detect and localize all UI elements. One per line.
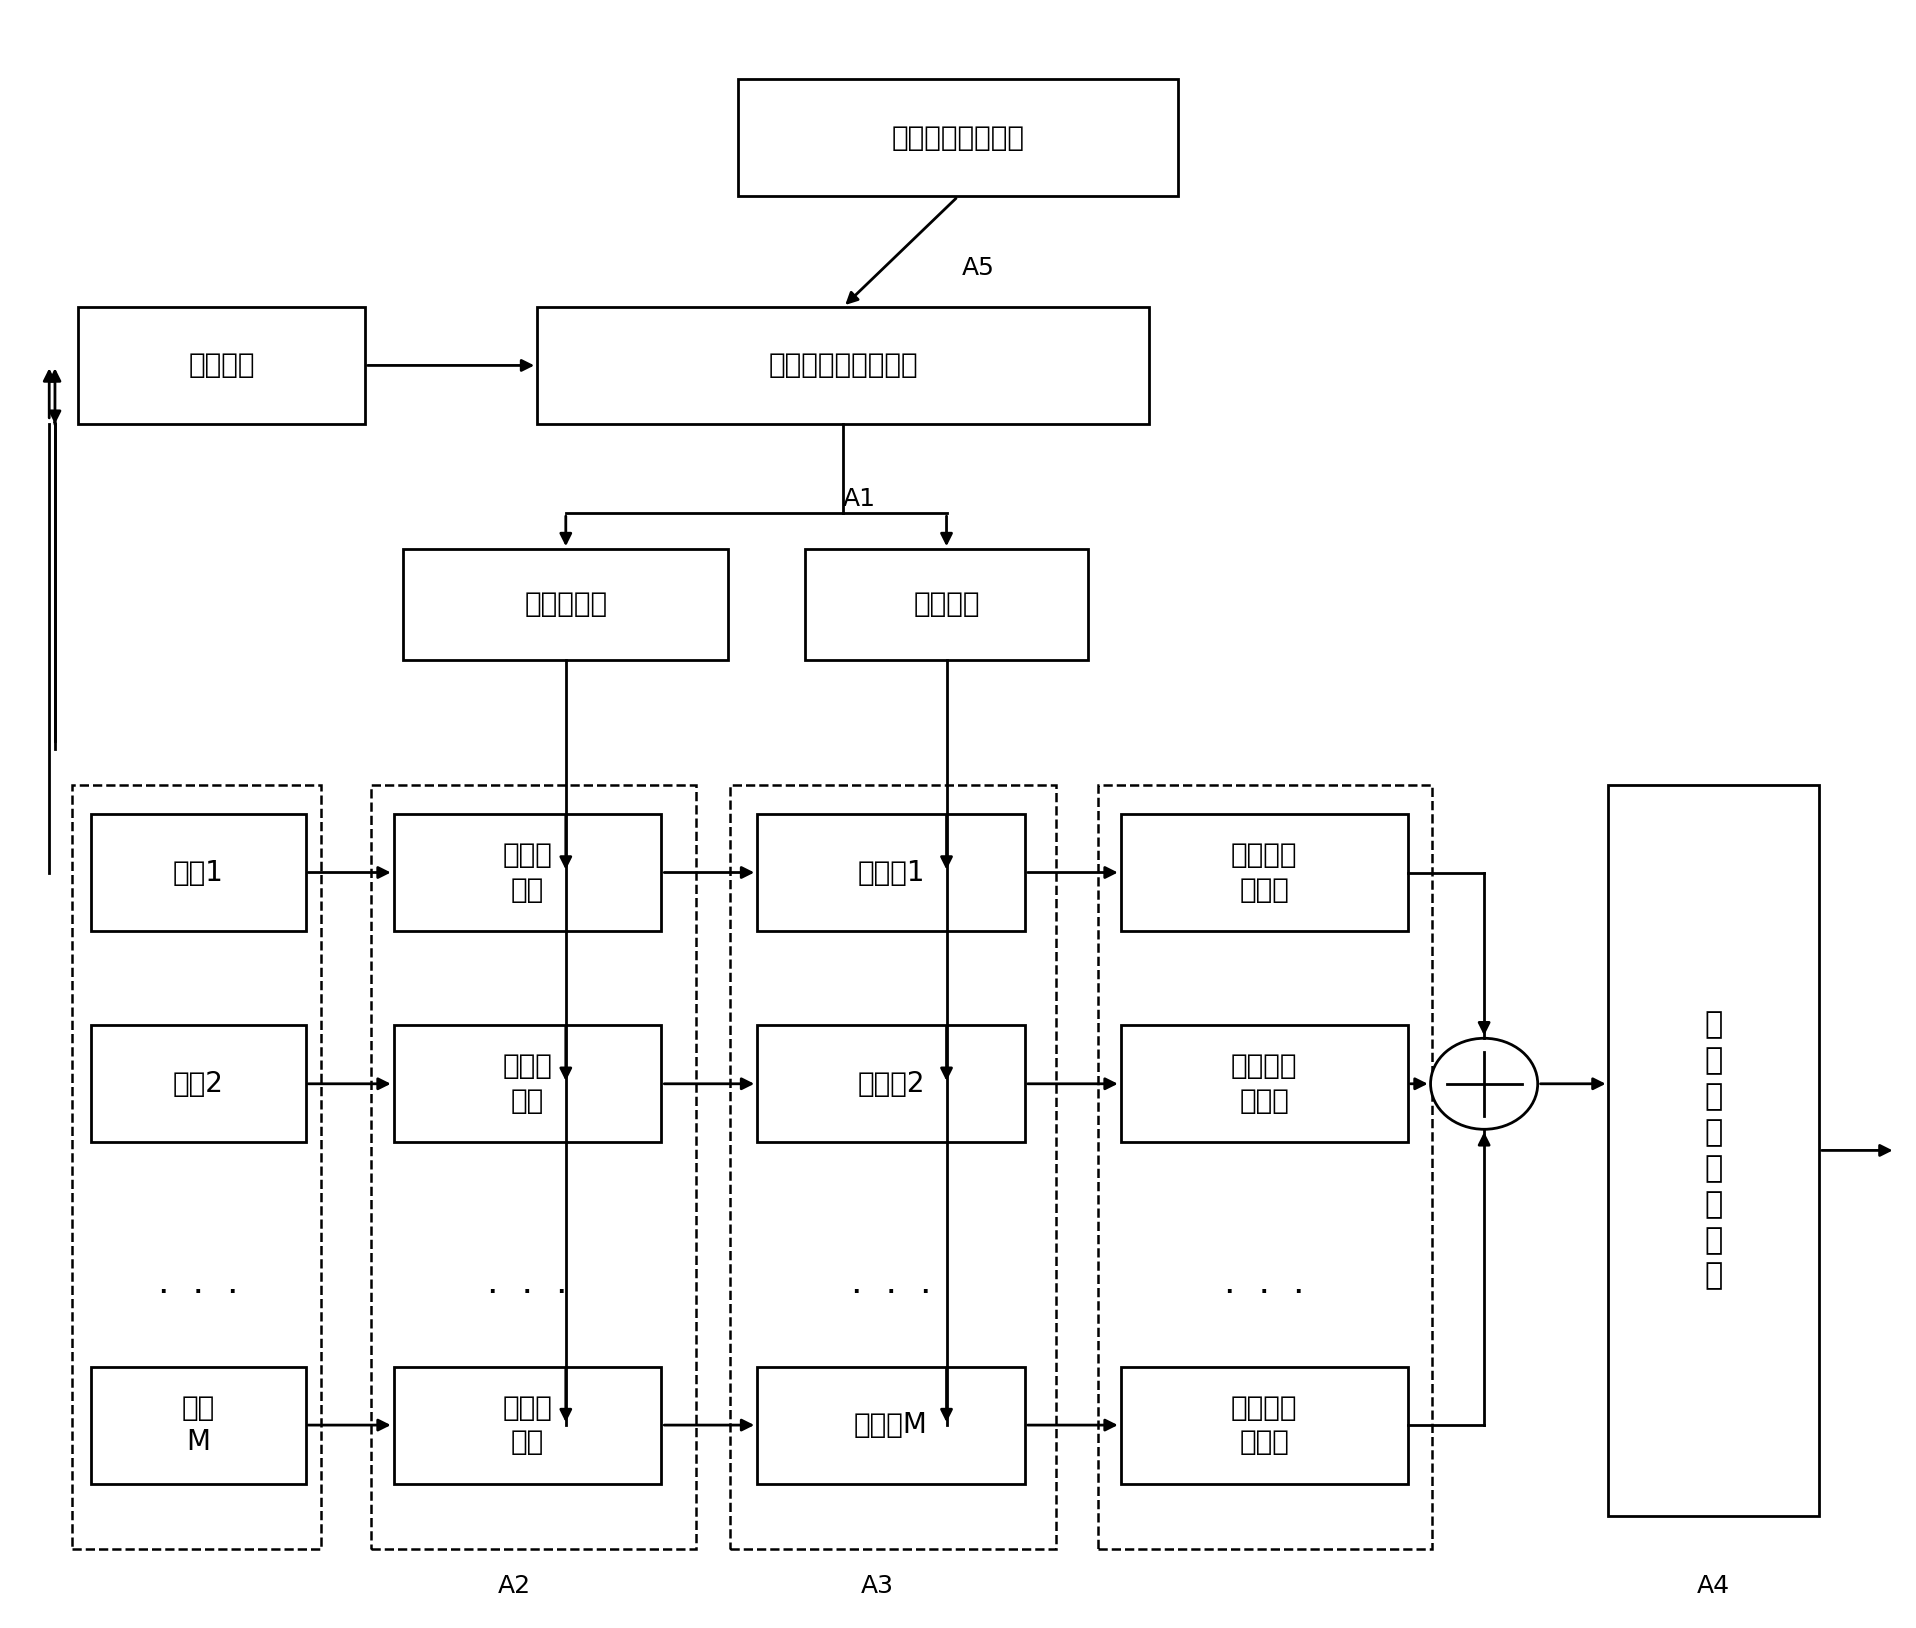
Text: ·  ·  ·: · · · xyxy=(851,1276,931,1311)
Bar xyxy=(393,1366,661,1483)
Text: 传输数据
块扩展: 传输数据 块扩展 xyxy=(1230,842,1297,904)
Text: A2: A2 xyxy=(498,1574,531,1599)
Text: 业务1: 业务1 xyxy=(172,858,224,887)
Text: A5: A5 xyxy=(962,256,994,280)
Text: A1: A1 xyxy=(843,487,876,511)
Text: 业务2: 业务2 xyxy=(172,1070,224,1097)
Bar xyxy=(1121,1026,1408,1143)
Text: 块调制参数: 块调制参数 xyxy=(525,591,607,619)
Bar xyxy=(536,308,1150,423)
Bar xyxy=(805,549,1088,659)
Text: 业务
M: 业务 M xyxy=(182,1394,215,1457)
Bar xyxy=(92,1366,305,1483)
Text: ·  ·  ·: · · · xyxy=(487,1276,567,1311)
Text: ·  ·  ·: · · · xyxy=(1224,1276,1305,1311)
Bar xyxy=(757,1026,1025,1143)
Text: 传输数据
块扩展: 传输数据 块扩展 xyxy=(1230,1052,1297,1115)
Text: 业务需求: 业务需求 xyxy=(188,352,255,379)
Circle shape xyxy=(1431,1039,1539,1130)
Bar xyxy=(402,549,728,659)
Bar xyxy=(92,814,305,931)
Bar xyxy=(1609,785,1818,1516)
Bar xyxy=(92,1026,305,1143)
Text: A4: A4 xyxy=(1698,1574,1730,1599)
Bar xyxy=(1121,1366,1408,1483)
Bar xyxy=(1121,814,1408,931)
Text: 扩展码1: 扩展码1 xyxy=(856,858,925,887)
Bar xyxy=(738,80,1178,197)
Bar xyxy=(757,1366,1025,1483)
Bar xyxy=(730,785,1056,1548)
Text: 块传输
调制: 块传输 调制 xyxy=(502,1052,552,1115)
Bar xyxy=(393,1026,661,1143)
Bar xyxy=(370,785,696,1548)
Text: ·  ·  ·: · · · xyxy=(159,1276,240,1311)
Text: 传输数据
块扩展: 传输数据 块扩展 xyxy=(1230,1394,1297,1457)
Text: A3: A3 xyxy=(860,1574,895,1599)
Text: 扩展参数: 扩展参数 xyxy=(914,591,979,619)
Text: 基
带
后
处
理
及
发
射: 基 带 后 处 理 及 发 射 xyxy=(1705,1011,1722,1291)
Text: 块传输
调制: 块传输 调制 xyxy=(502,1394,552,1457)
Bar xyxy=(757,814,1025,931)
Text: 系统可用传输资源: 系统可用传输资源 xyxy=(891,124,1025,151)
Bar xyxy=(73,785,320,1548)
Bar xyxy=(393,814,661,931)
Bar xyxy=(79,308,364,423)
Text: 资源调度与控制模块: 资源调度与控制模块 xyxy=(768,352,918,379)
Text: 扩展码2: 扩展码2 xyxy=(856,1070,925,1097)
Bar xyxy=(1098,785,1433,1548)
Text: 块传输
调制: 块传输 调制 xyxy=(502,842,552,904)
Text: 扩展码M: 扩展码M xyxy=(855,1411,927,1439)
